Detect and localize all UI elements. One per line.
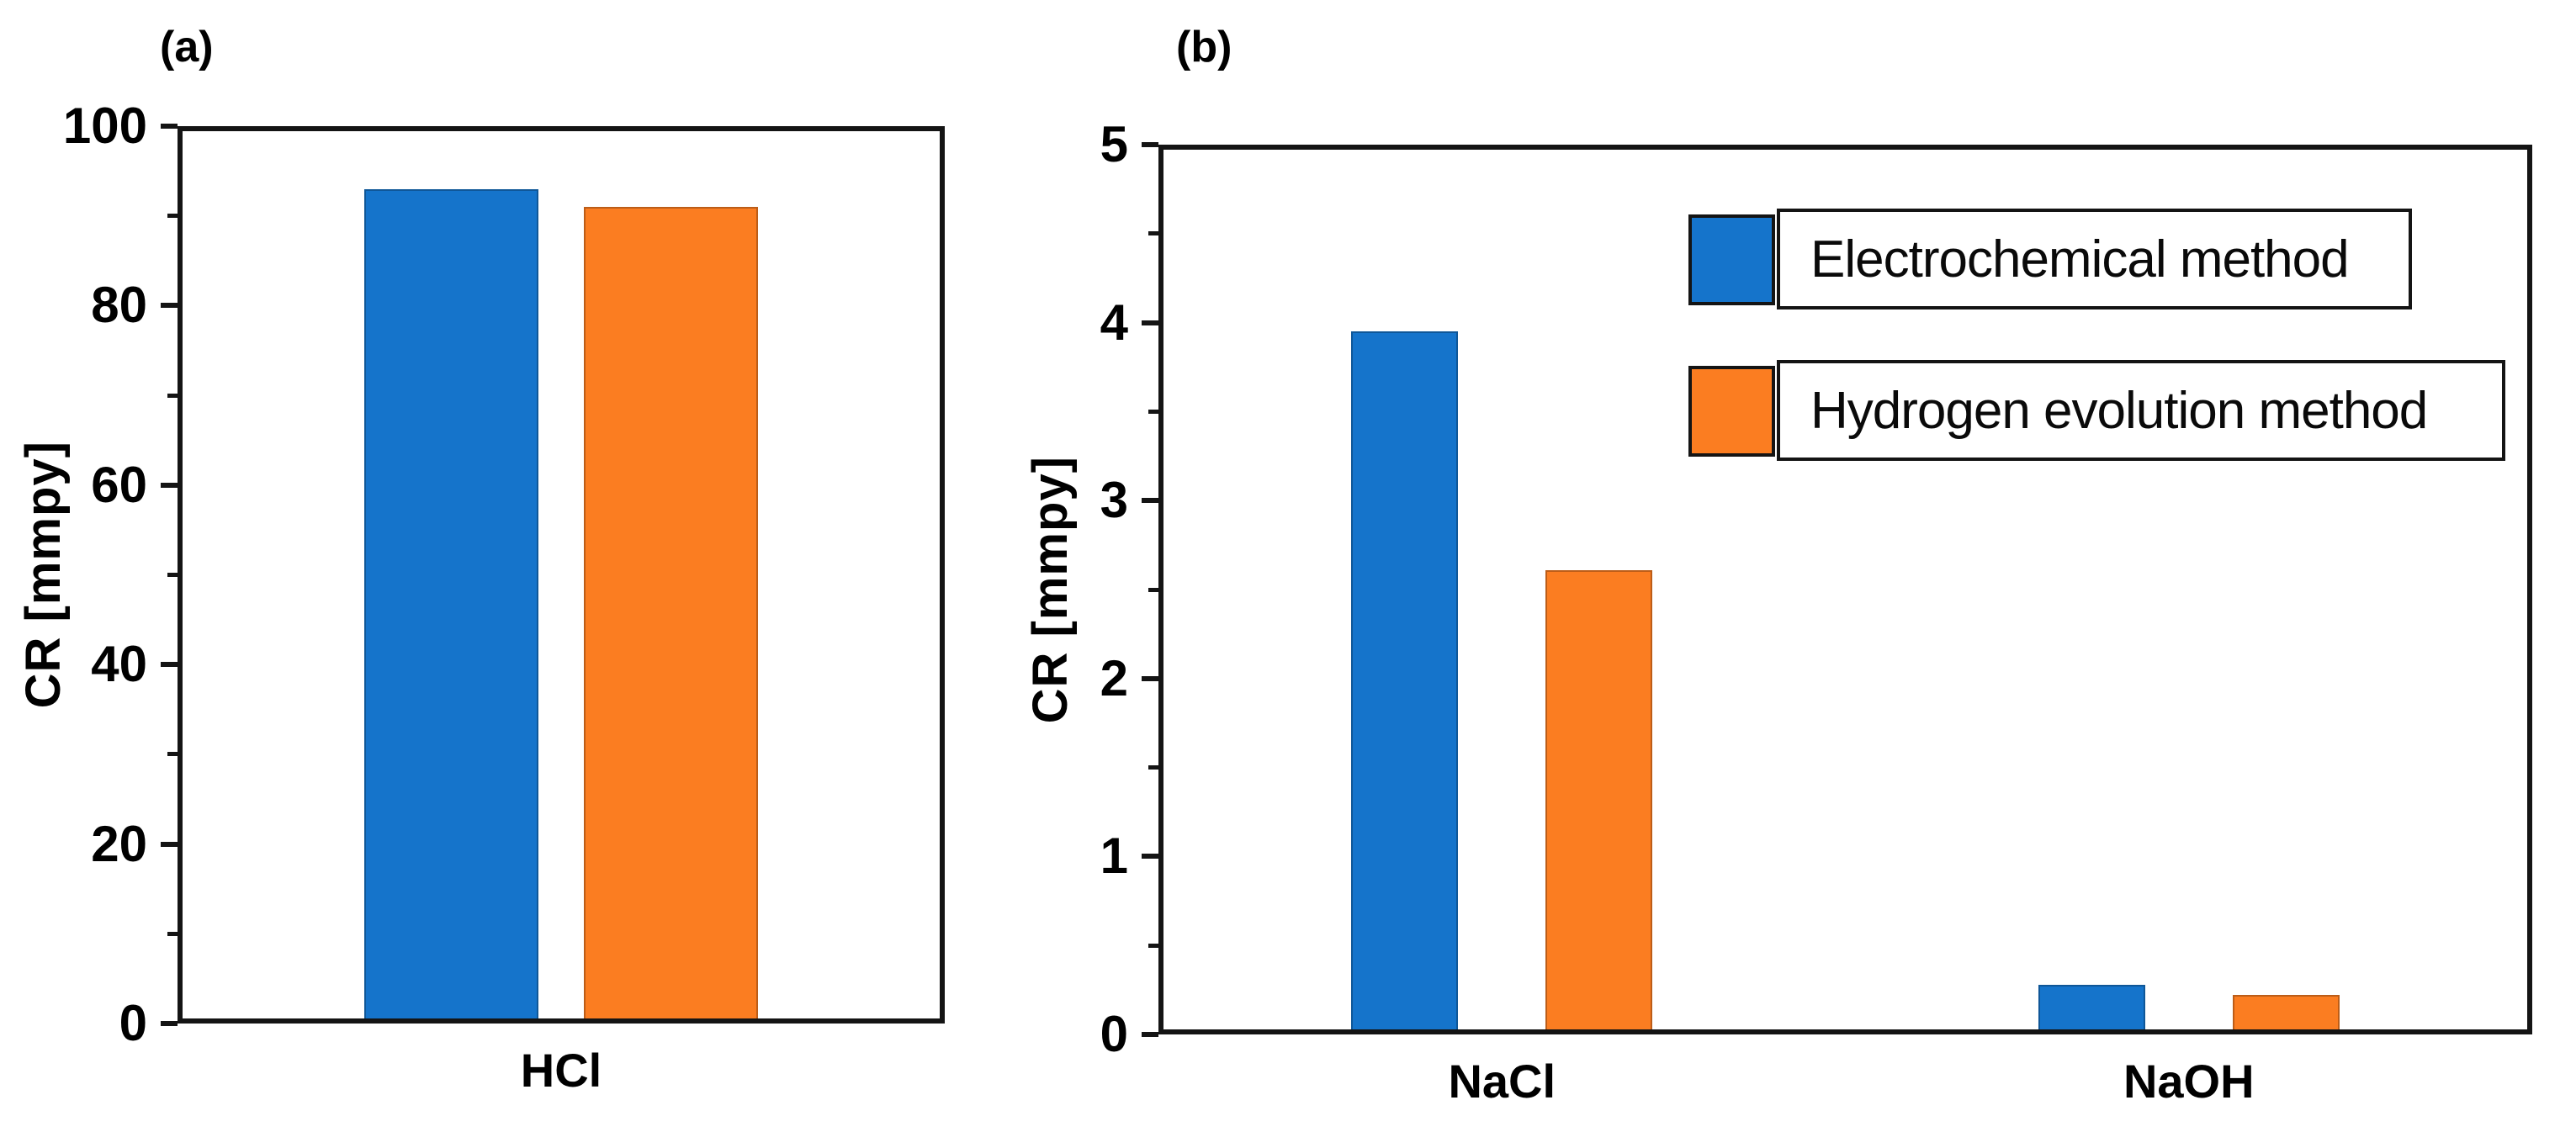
y-axis-major-tick — [161, 1021, 178, 1026]
y-axis-tick-label: 4 — [1100, 294, 1128, 351]
bar-electrochemical-NaCl — [1351, 331, 1459, 1034]
bar-electrochemical-NaOH — [2038, 984, 2145, 1034]
y-axis-major-tick — [161, 841, 178, 847]
y-axis-minor-tick — [167, 214, 178, 219]
y-axis-minor-tick — [167, 752, 178, 757]
panel-b-label: (b) — [1176, 23, 1232, 71]
y-axis-tick-label: 1 — [1100, 828, 1128, 885]
y-axis-tick-label: 0 — [119, 995, 147, 1051]
y-axis-major-tick — [161, 303, 178, 309]
legend-label-hydrogen-evolution: Hydrogen evolution method — [1777, 360, 2505, 461]
y-axis-title-wrap-a: CR [mmpy] — [7, 126, 79, 1024]
y-axis-major-tick — [1142, 320, 1158, 325]
y-axis-major-tick — [1142, 1032, 1158, 1037]
y-axis-major-tick — [161, 482, 178, 488]
y-axis-tick-label: 3 — [1100, 472, 1128, 529]
legend-swatch-electrochemical — [1688, 214, 1775, 305]
panel-a-label: (a) — [160, 23, 214, 71]
y-axis-minor-tick — [1148, 409, 1158, 414]
y-axis-major-tick — [1142, 675, 1158, 681]
y-axis-major-tick — [1142, 142, 1158, 147]
legend-label-electrochemical: Electrochemical method — [1777, 209, 2412, 309]
y-axis-major-tick — [161, 662, 178, 668]
x-category-label-HCl: HCl — [520, 1044, 602, 1097]
y-axis-tick-label: 20 — [91, 815, 147, 872]
bar-hydrogen-evolution-NaOH — [2232, 995, 2340, 1034]
plot-area-a — [178, 126, 945, 1024]
y-axis-tick-label: 2 — [1100, 649, 1128, 706]
y-axis-minor-tick — [1148, 943, 1158, 948]
y-axis-tick-label: 80 — [91, 277, 147, 334]
bar-electrochemical-HCl — [364, 188, 538, 1024]
y-axis-major-tick — [1142, 498, 1158, 504]
legend-swatch-hydrogen-evolution — [1688, 366, 1775, 457]
y-axis-tick-label: 40 — [91, 636, 147, 693]
y-axis-tick-label: 60 — [91, 456, 147, 513]
y-axis-minor-tick — [1148, 231, 1158, 236]
y-axis-title-wrap-b: CR [mmpy] — [1014, 145, 1086, 1034]
bar-hydrogen-evolution-HCl — [584, 207, 758, 1024]
legend-text-hydrogen-evolution: Hydrogen evolution method — [1810, 381, 2428, 440]
x-category-label-NaOH: NaOH — [2123, 1055, 2255, 1108]
legend-text-electrochemical: Electrochemical method — [1810, 230, 2350, 288]
y-axis-tick-label: 5 — [1100, 116, 1128, 172]
y-axis-major-tick — [161, 124, 178, 129]
y-axis-minor-tick — [1148, 587, 1158, 592]
y-axis-minor-tick — [1148, 765, 1158, 770]
y-axis-tick-label: 0 — [1100, 1006, 1128, 1062]
y-axis-minor-tick — [167, 393, 178, 398]
y-axis-minor-tick — [167, 573, 178, 577]
bar-hydrogen-evolution-NaCl — [1545, 569, 1653, 1034]
x-category-label-NaCl: NaCl — [1448, 1055, 1556, 1108]
y-axis-tick-label: 100 — [62, 98, 147, 154]
y-axis-major-tick — [1142, 854, 1158, 860]
y-axis-minor-tick — [167, 931, 178, 936]
